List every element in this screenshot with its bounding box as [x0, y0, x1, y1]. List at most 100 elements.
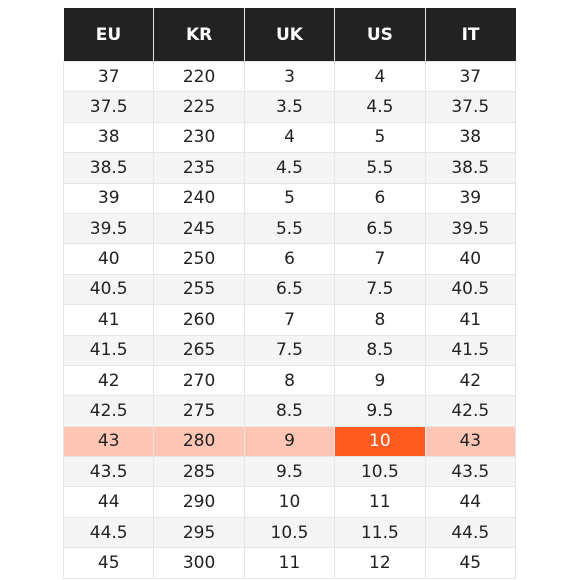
cell-uk: 5	[243, 182, 336, 214]
cell-us: 4.5	[334, 91, 426, 123]
cell-us: 6	[334, 182, 426, 214]
table-row: 37.5 225 3.5 4.5 37.5	[62, 91, 517, 123]
cell-eu: 43.5	[62, 456, 155, 488]
cell-eu: 40	[62, 243, 155, 275]
cell-kr: 275	[153, 395, 245, 427]
cell-uk: 8.5	[243, 395, 336, 427]
table-body: 37 220 3 4 37 37.5 225 3.5 4.5 37.5 38 230 4 5 38 38.5 2…	[62, 60, 517, 579]
header-it: IT	[425, 8, 516, 62]
cell-kr: 300	[153, 547, 245, 579]
cell-eu: 37	[62, 60, 155, 93]
cell-uk: 6	[243, 243, 336, 275]
cell-uk: 6.5	[243, 273, 336, 306]
cell-kr: 290	[153, 486, 245, 518]
cell-it: 40	[424, 243, 517, 275]
cell-it: 37.5	[424, 91, 517, 123]
cell-eu: 39.5	[62, 212, 155, 245]
cell-us: 7.5	[334, 273, 426, 306]
table-header-row: EU KR UK US IT	[63, 8, 516, 62]
header-uk: UK	[244, 8, 336, 62]
cell-us: 11	[334, 486, 426, 518]
table-row: 45 300 11 12 45	[62, 547, 517, 579]
cell-uk: 4	[243, 121, 336, 154]
cell-eu: 45	[62, 547, 155, 579]
table-row: 39.5 245 5.5 6.5 39.5	[62, 212, 517, 245]
cell-eu: 44	[62, 486, 155, 518]
cell-eu: 40.5	[62, 273, 155, 306]
table-row: 42.5 275 8.5 9.5 42.5	[62, 395, 517, 427]
table-row: 41.5 265 7.5 8.5 41.5	[62, 334, 517, 366]
cell-us: 11.5	[334, 516, 426, 549]
cell-uk: 8	[243, 364, 336, 397]
cell-it: 45	[424, 547, 517, 579]
table-row: 39 240 5 6 39	[62, 182, 517, 214]
cell-us: 8.5	[334, 334, 426, 366]
cell-us: 5	[334, 121, 426, 154]
cell-it: 44.5	[424, 516, 517, 549]
cell-uk: 3	[243, 60, 336, 93]
table-row: 42 270 8 9 42	[62, 364, 517, 397]
cell-eu: 42.5	[62, 395, 155, 427]
cell-kr: 220	[153, 60, 245, 93]
table-row: 37 220 3 4 37	[62, 60, 517, 93]
cell-eu: 43	[62, 425, 155, 458]
cell-us: 9	[334, 364, 426, 397]
size-conversion-table: EU KR UK US IT 37 220 3 4 37 37.5 225 3.5 4.5 37.…	[62, 8, 517, 579]
cell-kr: 230	[153, 121, 245, 154]
table-row: 40.5 255 6.5 7.5 40.5	[62, 273, 517, 306]
cell-us: 5.5	[334, 152, 426, 184]
cell-us: 10.5	[334, 456, 426, 488]
cell-kr: 265	[153, 334, 245, 366]
table-row: 43.5 285 9.5 10.5 43.5	[62, 456, 517, 488]
table-row: 40 250 6 7 40	[62, 243, 517, 275]
table-row: 44 290 10 11 44	[62, 486, 517, 518]
cell-kr: 270	[153, 364, 245, 397]
cell-it: 43	[424, 425, 517, 458]
cell-kr: 260	[153, 304, 245, 336]
cell-eu: 44.5	[62, 516, 155, 549]
cell-eu: 38	[62, 121, 155, 154]
header-us: US	[334, 8, 426, 62]
cell-it: 40.5	[424, 273, 517, 306]
cell-kr: 255	[153, 273, 245, 306]
table-row: 38 230 4 5 38	[62, 121, 517, 154]
cell-it: 39.5	[424, 212, 517, 245]
table-row: 38.5 235 4.5 5.5 38.5	[62, 152, 517, 184]
cell-us: 7	[334, 243, 426, 275]
cell-it: 41.5	[424, 334, 517, 366]
cell-kr: 280	[153, 425, 245, 458]
cell-it: 41	[424, 304, 517, 336]
cell-us: 10	[334, 425, 426, 458]
cell-us: 8	[334, 304, 426, 336]
cell-uk: 10	[243, 486, 336, 518]
cell-us: 9.5	[334, 395, 426, 427]
cell-eu: 41	[62, 304, 155, 336]
cell-kr: 225	[153, 91, 245, 123]
cell-it: 42	[424, 364, 517, 397]
cell-it: 42.5	[424, 395, 517, 427]
cell-uk: 3.5	[243, 91, 336, 123]
cell-us: 4	[334, 60, 426, 93]
cell-eu: 38.5	[62, 152, 155, 184]
cell-kr: 250	[153, 243, 245, 275]
header-kr: KR	[153, 8, 245, 62]
cell-eu: 39	[62, 182, 155, 214]
cell-kr: 285	[153, 456, 245, 488]
cell-it: 38	[424, 121, 517, 154]
cell-kr: 245	[153, 212, 245, 245]
cell-it: 38.5	[424, 152, 517, 184]
cell-uk: 7	[243, 304, 336, 336]
cell-it: 43.5	[424, 456, 517, 488]
cell-it: 37	[424, 60, 517, 93]
cell-eu: 42	[62, 364, 155, 397]
cell-us: 6.5	[334, 212, 426, 245]
cell-uk: 9.5	[243, 456, 336, 488]
cell-uk: 10.5	[243, 516, 336, 549]
cell-eu: 37.5	[62, 91, 155, 123]
cell-uk: 9	[243, 425, 336, 458]
table-row: 44.5 295 10.5 11.5 44.5	[62, 516, 517, 549]
cell-uk: 4.5	[243, 152, 336, 184]
table-row: 41 260 7 8 41	[62, 304, 517, 336]
cell-eu: 41.5	[62, 334, 155, 366]
